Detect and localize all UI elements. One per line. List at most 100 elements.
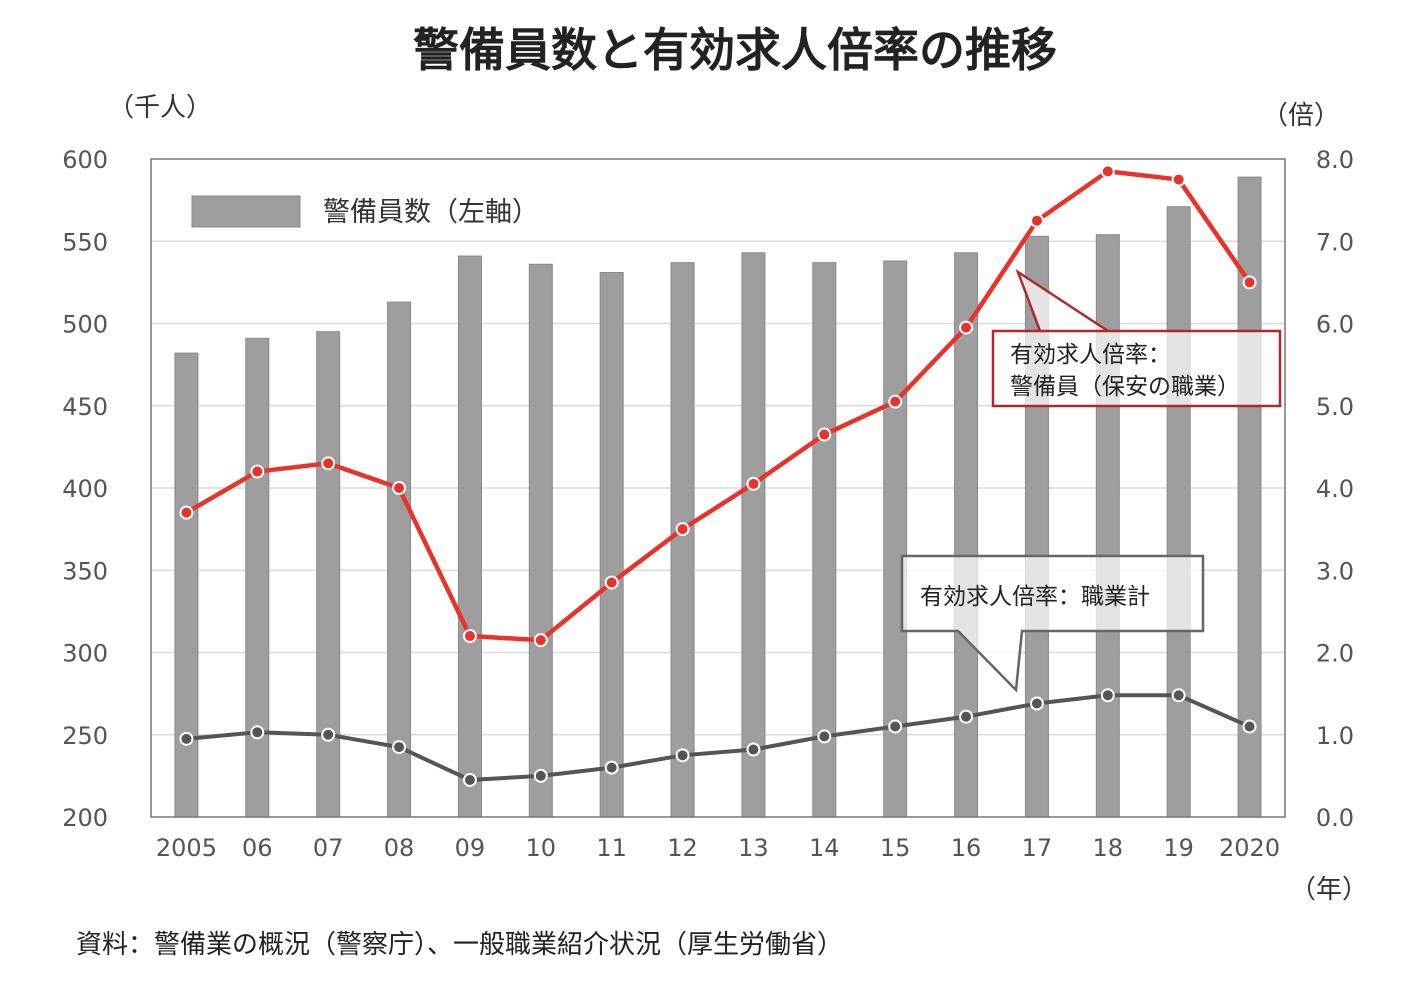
data-point: [1242, 275, 1257, 290]
x-tick-label: 10: [526, 834, 557, 862]
data-point: [959, 320, 974, 335]
right-tick-label: 5.0: [1316, 393, 1354, 421]
bar: [1166, 206, 1191, 818]
bar: [1095, 234, 1120, 818]
source-note: 資料：警備業の概況（警察庁）、一般職業紹介状況（厚生労働省）: [76, 930, 843, 960]
right-tick-label: 1.0: [1316, 722, 1354, 750]
overall-ratio-series: [179, 688, 1257, 787]
x-axis: 2005 06 07 08 09 10 11 12 13 14 15 16 17 18 19 2020: [156, 834, 1280, 862]
bar-series: [174, 176, 1262, 818]
right-tick-label: 6.0: [1316, 311, 1354, 339]
left-axis: 600 550 500 450 400 350 300 250 200: [62, 146, 108, 832]
data-point: [1171, 688, 1186, 703]
right-tick-label: 3.0: [1316, 557, 1354, 585]
callout-security-line2: 警備員（保安の職業）: [1010, 374, 1240, 400]
data-point: [959, 709, 974, 724]
bar: [387, 301, 412, 818]
data-point: [746, 742, 761, 757]
left-tick-label: 450: [62, 393, 108, 421]
data-point: [533, 633, 548, 648]
data-point: [1100, 688, 1115, 703]
bar: [883, 260, 908, 818]
bar: [174, 352, 199, 818]
left-axis-unit: （千人）: [108, 93, 212, 123]
left-tick-label: 200: [62, 804, 108, 832]
x-tick-label: 11: [596, 834, 627, 862]
x-tick-label: 16: [951, 834, 982, 862]
data-point: [179, 505, 194, 520]
data-point: [604, 760, 619, 775]
data-point: [888, 719, 903, 734]
callout-security-line1: 有効求人倍率：: [1010, 342, 1171, 368]
data-point: [888, 394, 903, 409]
right-axis-unit: （倍）: [1262, 101, 1340, 131]
x-tick-label: 09: [455, 834, 486, 862]
left-tick-label: 500: [62, 311, 108, 339]
callout-security-box: [991, 268, 1282, 408]
bar: [316, 331, 341, 818]
x-tick-label: 2005: [156, 834, 217, 862]
data-point: [1242, 719, 1257, 734]
data-point: [746, 476, 761, 491]
data-point: [462, 629, 477, 644]
right-tick-label: 2.0: [1316, 640, 1354, 668]
legend-swatch: [191, 195, 301, 228]
data-point: [392, 740, 407, 755]
callout-overall-box: [900, 554, 1205, 693]
x-tick-label: 07: [313, 834, 344, 862]
data-point: [675, 748, 690, 763]
chart-title: 警備員数と有効求人倍率の推移: [413, 23, 1057, 77]
data-point: [462, 772, 477, 787]
data-point: [392, 481, 407, 495]
data-point: [250, 464, 265, 479]
series-line: [185, 169, 1252, 643]
right-tick-label: 4.0: [1316, 475, 1354, 503]
x-tick-label: 2020: [1219, 834, 1280, 862]
x-tick-label: 08: [384, 834, 415, 862]
data-point: [179, 731, 194, 746]
data-point: [321, 456, 336, 471]
x-tick-label: 13: [738, 834, 769, 862]
bar: [245, 337, 270, 818]
data-point: [817, 729, 832, 744]
data-point: [1029, 696, 1044, 711]
x-tick-label: 14: [809, 834, 840, 862]
bar: [528, 263, 553, 818]
x-tick-label: 17: [1022, 834, 1053, 862]
data-point: [250, 725, 265, 740]
data-point: [321, 727, 336, 742]
series-line: [186, 693, 1251, 782]
right-tick-label: 7.0: [1316, 228, 1354, 256]
left-tick-label: 400: [62, 475, 108, 503]
callout-overall-text: 有効求人倍率：職業計: [920, 584, 1150, 610]
data-point: [533, 768, 548, 783]
data-point: [1029, 213, 1044, 228]
left-tick-label: 350: [62, 557, 108, 585]
x-tick-label: 06: [242, 834, 273, 862]
x-tick-label: 15: [880, 834, 911, 862]
left-tick-label: 550: [62, 228, 108, 256]
right-tick-label: 8.0: [1316, 146, 1354, 174]
x-tick-label: 18: [1093, 834, 1124, 862]
right-tick-label: 0.0: [1316, 804, 1354, 832]
plot-area-border: [150, 158, 1286, 818]
left-tick-label: 600: [62, 146, 108, 174]
left-tick-label: 250: [62, 722, 108, 750]
x-tick-label: 12: [667, 834, 698, 862]
right-axis: 8.0 7.0 6.0 5.0 4.0 3.0 2.0 1.0 0.0: [1316, 146, 1354, 832]
security-ratio-series: [179, 164, 1257, 648]
data-point: [675, 522, 690, 537]
x-axis-unit: （年）: [1290, 875, 1368, 905]
bar: [670, 262, 695, 818]
data-point: [1171, 172, 1186, 187]
data-point: [817, 427, 832, 442]
bar: [741, 252, 766, 818]
left-tick-label: 300: [62, 640, 108, 668]
bar: [599, 272, 624, 818]
x-tick-label: 19: [1163, 834, 1194, 862]
bar: [457, 255, 482, 818]
data-point: [604, 575, 619, 590]
legend-label: 警備員数（左軸）: [323, 197, 539, 228]
data-point: [1100, 164, 1115, 179]
